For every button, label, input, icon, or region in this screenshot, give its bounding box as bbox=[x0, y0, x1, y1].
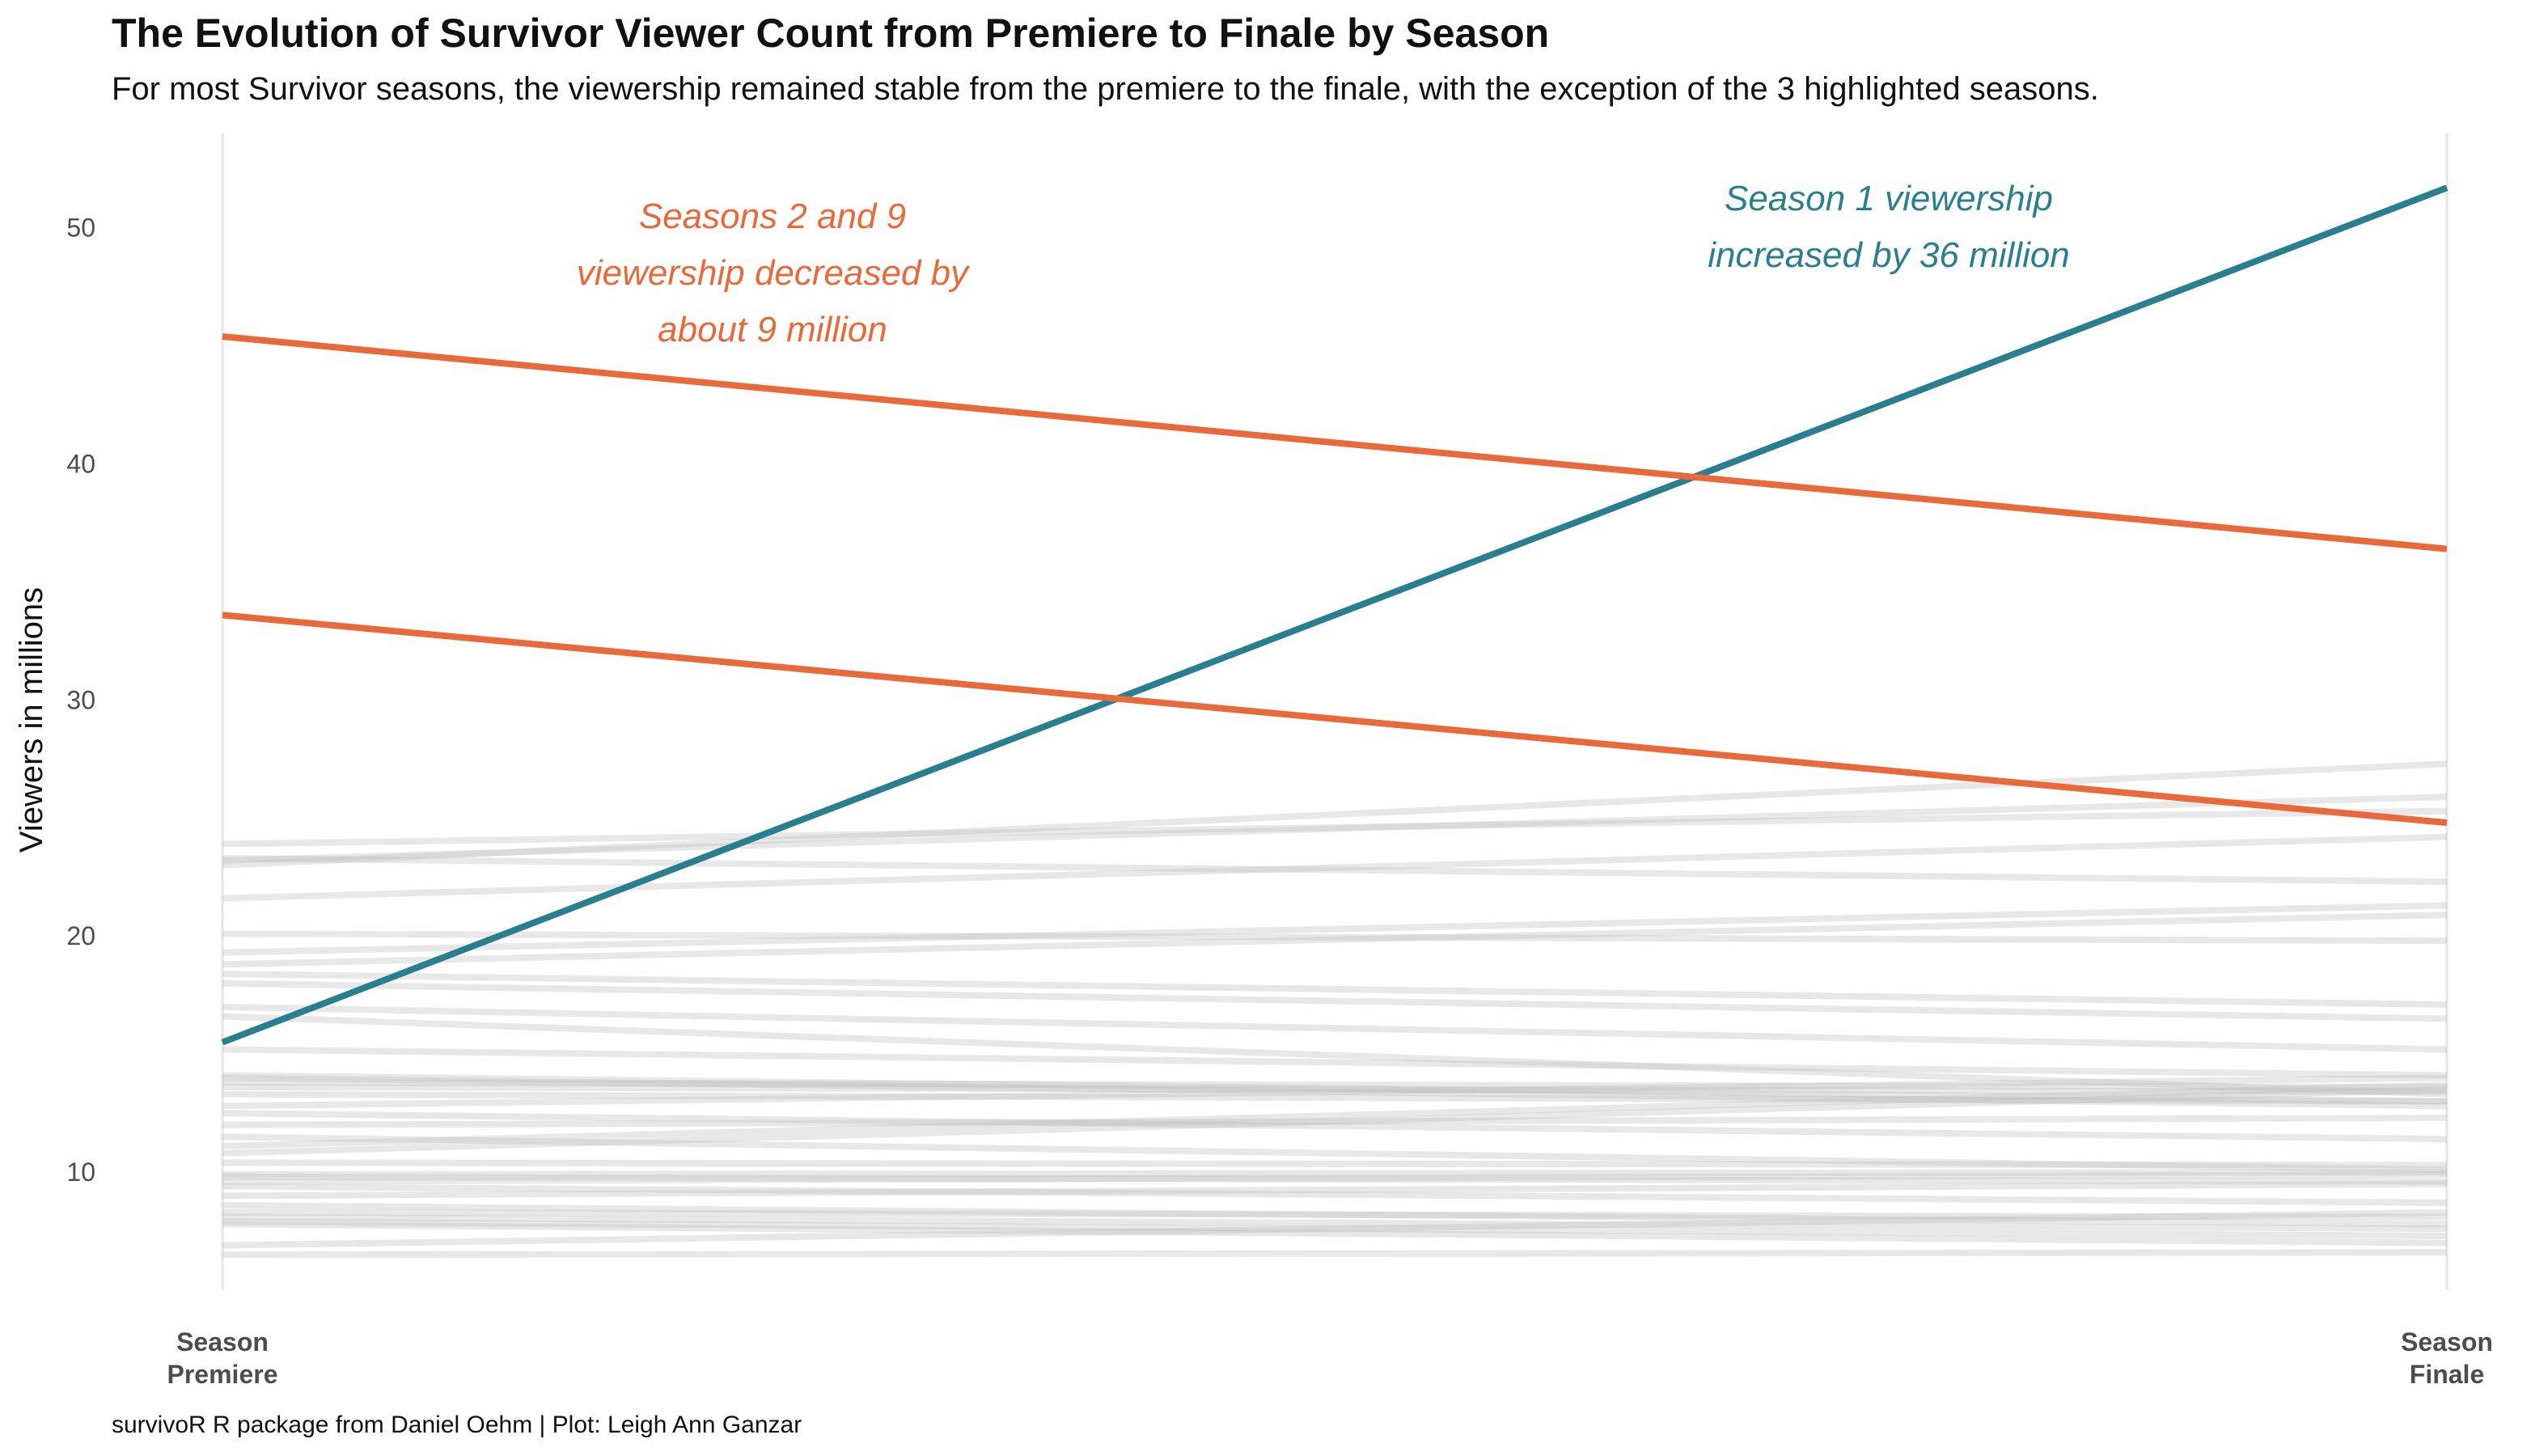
background-series-line-35 bbox=[222, 1208, 2448, 1249]
background-series-line-10 bbox=[222, 1003, 2448, 1053]
background-series-line-32 bbox=[222, 1213, 2448, 1233]
background-series-line-23 bbox=[222, 1086, 2448, 1157]
highlighted-series-line-1 bbox=[222, 332, 2448, 552]
background-series-line-11 bbox=[222, 1013, 2448, 1098]
background-series-line-0 bbox=[222, 807, 2448, 848]
background-series-layer bbox=[222, 760, 2448, 1259]
background-series-line-24 bbox=[222, 1159, 2448, 1169]
background-series-line-5 bbox=[222, 930, 2448, 945]
background-series-line-15 bbox=[222, 1079, 2448, 1091]
annotation-1: Season 1 viewership increased by 36 milli… bbox=[1708, 179, 2070, 275]
background-series-line-26 bbox=[222, 1173, 2448, 1185]
background-series-line-36 bbox=[222, 1249, 2448, 1259]
highlighted-series-layer bbox=[221, 184, 2449, 1046]
background-series-line-2 bbox=[222, 794, 2448, 864]
background-series-line-6 bbox=[222, 902, 2448, 956]
background-series-line-30 bbox=[222, 1201, 2448, 1228]
background-series-line-4 bbox=[222, 833, 2448, 902]
chart-title: The Evolution of Survivor Viewer Count f… bbox=[112, 11, 1550, 56]
y-tick-label-50: 50 bbox=[66, 214, 95, 243]
annotation-0: Seasons 2 and 9 viewership decreased by ab… bbox=[577, 197, 971, 349]
chart-caption: survivoR R package from Daniel Oehm | Pl… bbox=[112, 1412, 802, 1438]
background-series-line-17 bbox=[222, 1090, 2448, 1105]
y-axis-label: Viewers in millions bbox=[14, 587, 49, 853]
chart-subtitle: For most Survivor seasons, the viewershi… bbox=[112, 71, 2099, 107]
background-series-line-18 bbox=[222, 1074, 2448, 1110]
y-tick-label-30: 30 bbox=[66, 685, 95, 714]
background-series-line-19 bbox=[222, 1110, 2448, 1143]
background-series-line-14 bbox=[222, 1074, 2448, 1110]
y-tick-label-40: 40 bbox=[66, 450, 95, 479]
x-axis-ticks: Season Premiere Season Finale bbox=[167, 1327, 2493, 1389]
background-series-line-1 bbox=[222, 854, 2448, 886]
background-series-line-34 bbox=[222, 1221, 2448, 1246]
highlighted-series-line-0 bbox=[221, 184, 2449, 1046]
background-series-line-9 bbox=[222, 980, 2448, 1022]
background-series-line-7 bbox=[222, 911, 2448, 968]
background-series-line-28 bbox=[222, 1183, 2448, 1207]
y-tick-label-10: 10 bbox=[66, 1158, 95, 1187]
x-tick-label-0: Season Premiere bbox=[167, 1327, 278, 1389]
background-series-line-16 bbox=[222, 1084, 2448, 1095]
y-axis-ticks: 10 20 30 40 50 bbox=[66, 214, 95, 1187]
highlighted-series-line-2 bbox=[222, 612, 2448, 827]
background-series-line-22 bbox=[222, 1081, 2448, 1149]
background-series-line-3 bbox=[222, 760, 2448, 869]
background-series-line-20 bbox=[222, 1114, 2448, 1128]
annotations-layer: Seasons 2 and 9 viewership decreased by ab… bbox=[577, 179, 2070, 349]
background-series-line-12 bbox=[222, 1046, 2448, 1079]
y-tick-label-20: 20 bbox=[66, 921, 95, 950]
background-series-line-31 bbox=[222, 1208, 2448, 1221]
grid-layer bbox=[221, 133, 2449, 1290]
background-series-line-27 bbox=[222, 1171, 2448, 1185]
background-series-line-25 bbox=[222, 1169, 2448, 1178]
x-tick-label-1: Season Finale bbox=[2401, 1327, 2493, 1389]
background-series-line-21 bbox=[222, 1133, 2448, 1174]
background-series-line-29 bbox=[222, 1180, 2448, 1200]
background-series-line-8 bbox=[222, 970, 2448, 1008]
background-series-line-33 bbox=[222, 1218, 2448, 1239]
background-series-line-13 bbox=[222, 1072, 2448, 1105]
